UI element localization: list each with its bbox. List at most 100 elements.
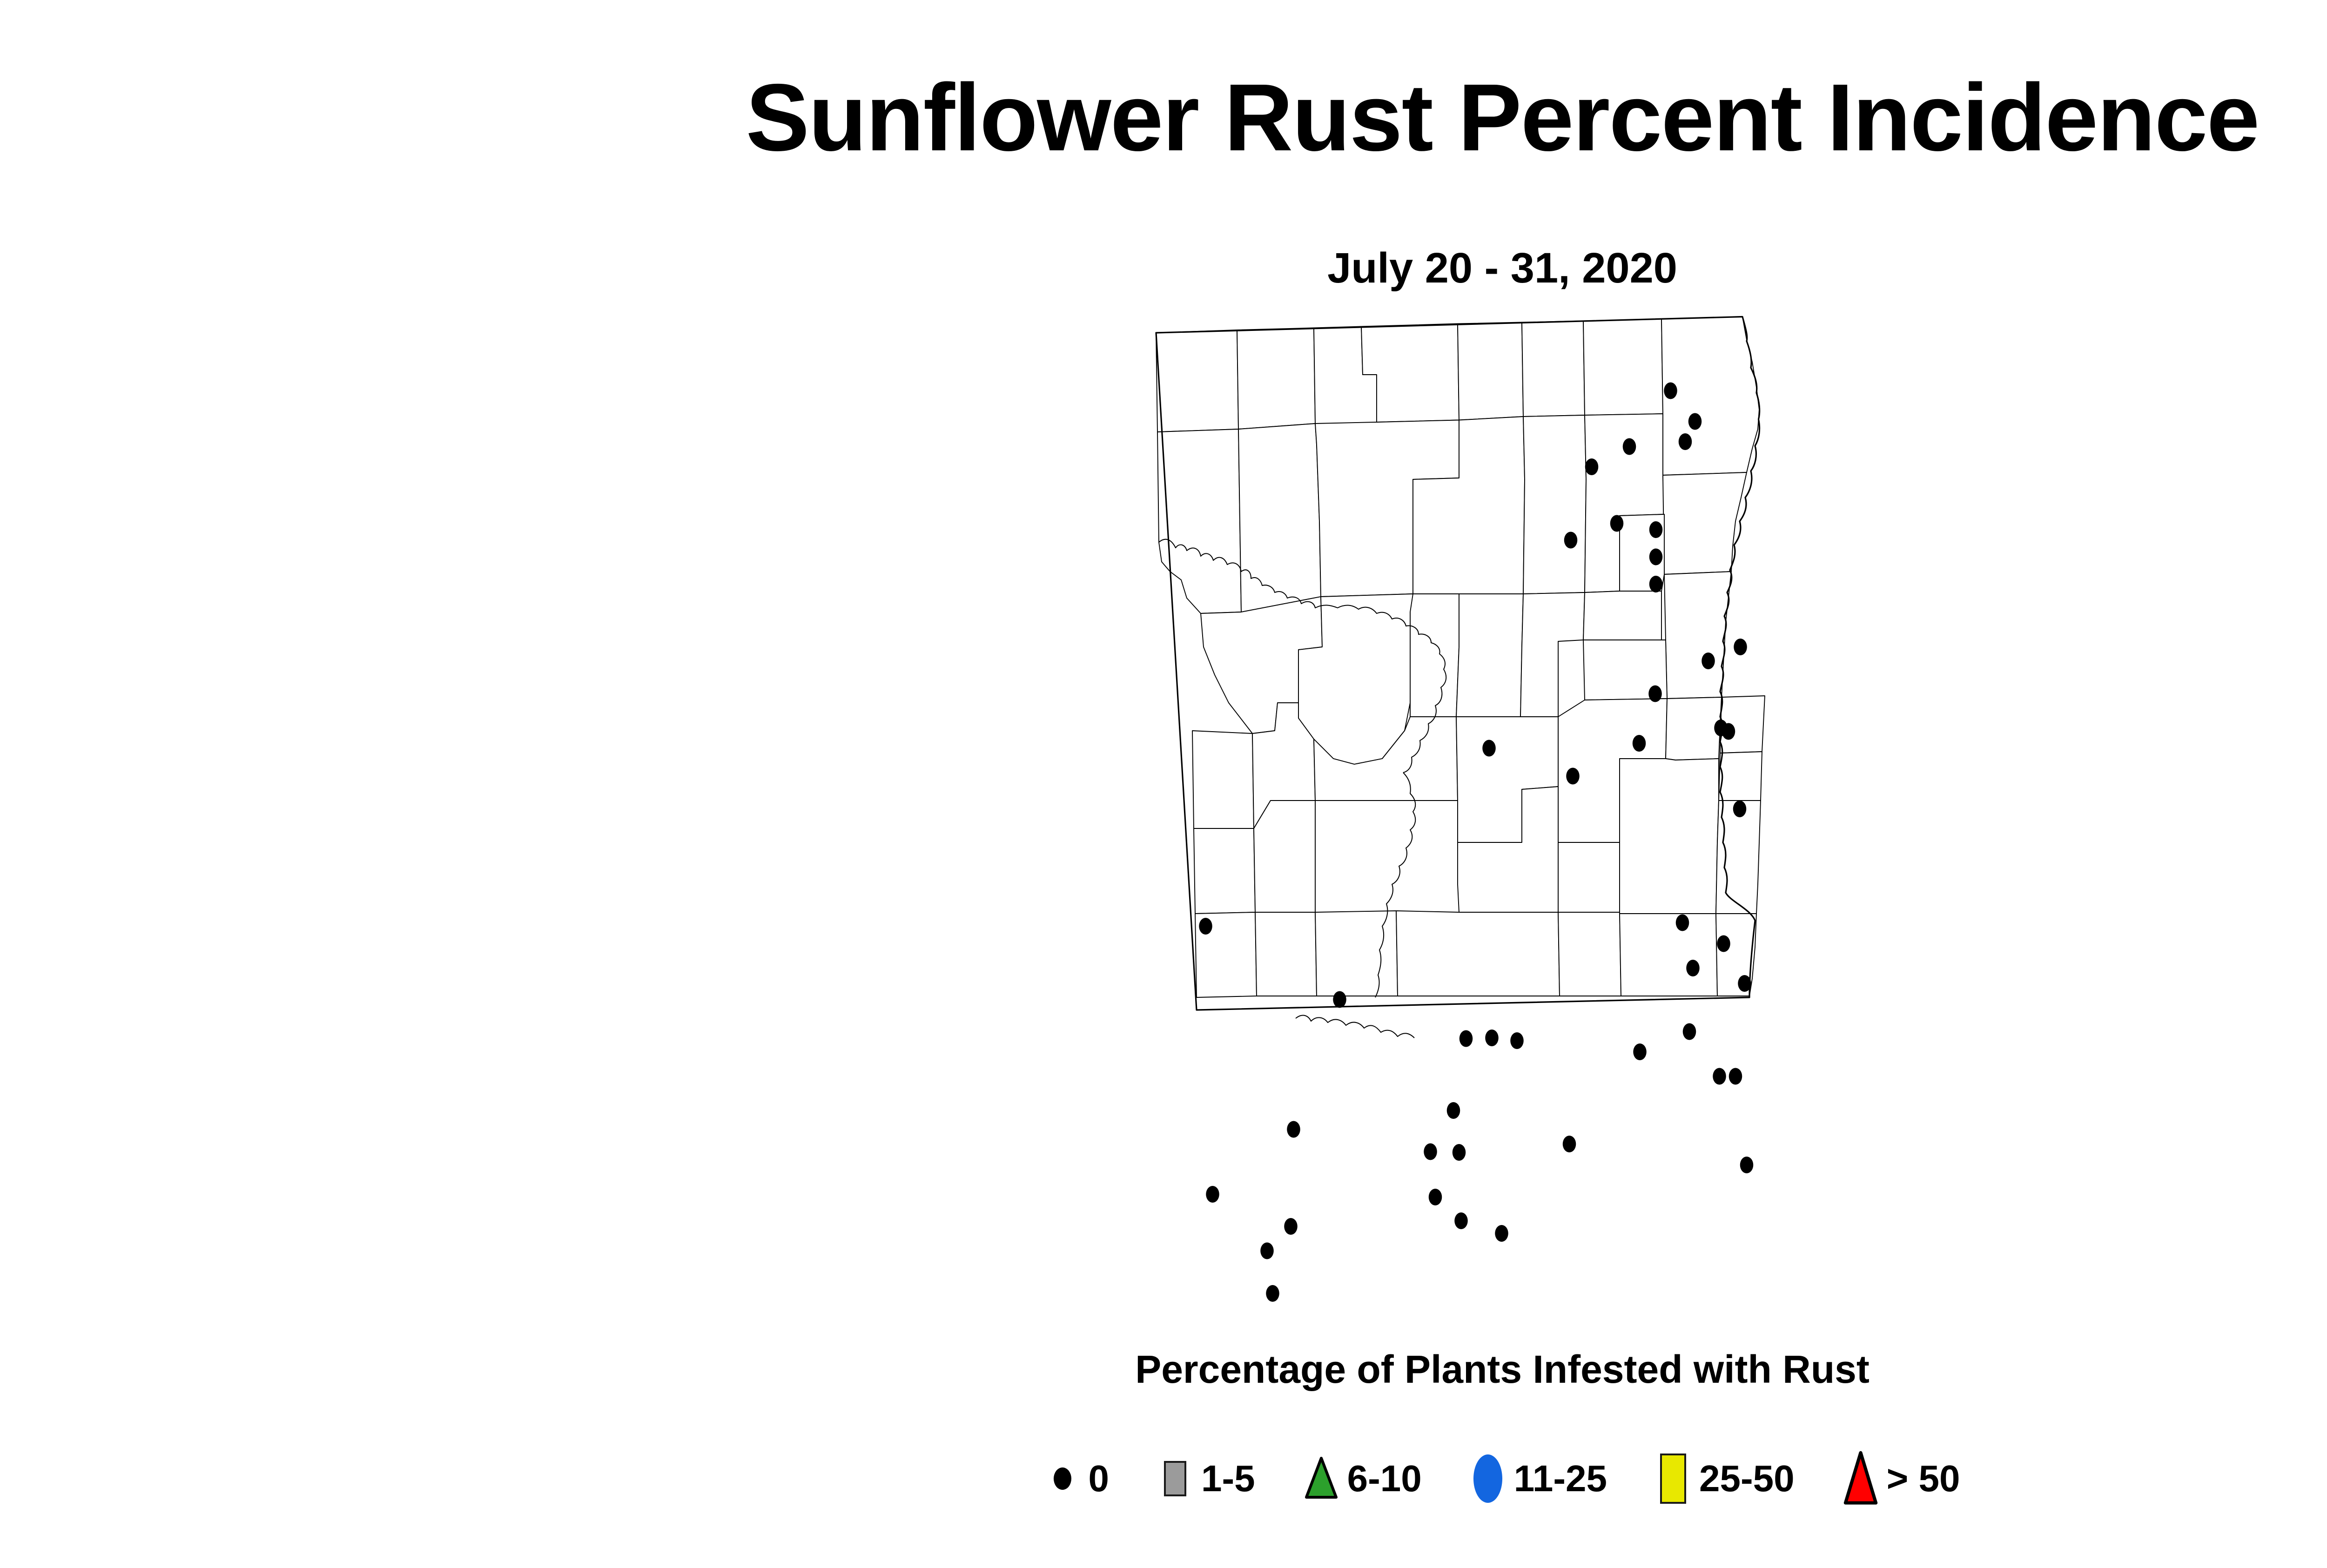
county-morton (1315, 801, 1459, 912)
legend-label-3: 11-25 (1513, 1458, 1607, 1499)
county-wells (1456, 594, 1523, 717)
county-williams (1157, 429, 1241, 613)
survey-point (1740, 1157, 1754, 1173)
survey-point (1622, 438, 1636, 455)
survey-point (1428, 1189, 1442, 1205)
missouri-river (1375, 773, 1415, 997)
survey-point (1738, 975, 1751, 992)
survey-point (1454, 1212, 1468, 1229)
county-divide (1156, 330, 1238, 432)
legend-item-5[interactable]: > 50 (1843, 1447, 1960, 1510)
county-hettinger (1255, 912, 1317, 996)
survey-point (1675, 914, 1689, 931)
survey-point (1713, 1068, 1726, 1085)
legend-label-2: 6-10 (1347, 1458, 1422, 1499)
survey-point (1632, 735, 1646, 752)
county-grant (1315, 911, 1398, 996)
county-golden-valley (1192, 731, 1254, 828)
county-emmons (1396, 911, 1560, 996)
river-layer (1159, 539, 1446, 1038)
page-title: Sunflower Rust Percent Incidence (746, 64, 2260, 171)
survey-point (1510, 1032, 1524, 1049)
survey-point (1633, 1043, 1647, 1060)
survey-point (1206, 1186, 1219, 1203)
county-eddy (1520, 592, 1585, 717)
legend-label-1: 1-5 (1201, 1458, 1255, 1499)
lake-sakakawea (1159, 539, 1446, 773)
survey-point (1199, 918, 1212, 935)
legend-item-0[interactable]: 0 (1045, 1457, 1110, 1500)
county-stutsman (1666, 697, 1722, 760)
cannonball-heart-tributary (1296, 1015, 1414, 1038)
survey-point (1688, 413, 1702, 430)
survey-point (1610, 515, 1624, 532)
survey-point (1459, 1030, 1473, 1047)
survey-point (1424, 1143, 1437, 1160)
survey-point (1585, 458, 1599, 475)
county-burke (1237, 328, 1315, 430)
square-gray-icon (1157, 1461, 1193, 1496)
dot-icon (1045, 1467, 1080, 1490)
survey-point (1649, 521, 1663, 538)
county-rolette (1458, 323, 1523, 420)
survey-point (1266, 1285, 1279, 1302)
county-cass (1716, 801, 1761, 914)
survey-point (1649, 576, 1663, 592)
triangle-red-icon (1843, 1447, 1878, 1510)
county-cavalier (1583, 319, 1663, 415)
page-subtitle: July 20 - 31, 2020 (1327, 244, 1677, 292)
survey-point (1485, 1030, 1499, 1046)
county-lamoure (1620, 759, 1719, 914)
survey-point (1678, 433, 1692, 450)
square-yellow-icon (1655, 1454, 1691, 1504)
county-grand-forks (1664, 572, 1731, 699)
north-dakota-county-map (642, 312, 2318, 1302)
county-sheridan (1410, 594, 1459, 717)
county-benson (1583, 591, 1661, 640)
county-mcintosh (1558, 912, 1621, 996)
survey-point (1733, 801, 1747, 817)
survey-point (1702, 653, 1715, 669)
survey-point (1482, 740, 1496, 757)
survey-point (1446, 1102, 1460, 1119)
legend-label-4: 25-50 (1699, 1458, 1795, 1499)
survey-point (1562, 1136, 1576, 1152)
nd-state-boundary (1156, 317, 1760, 1010)
county-stark (1254, 801, 1315, 912)
county-pembina (1661, 317, 1759, 476)
county-mountrail (1238, 424, 1321, 612)
map-container (642, 312, 2318, 1345)
survey-point (1734, 639, 1747, 655)
county-steele-e (1719, 752, 1762, 801)
survey-point (1664, 382, 1677, 399)
survey-point (1287, 1121, 1300, 1138)
legend-item-2[interactable]: 6-10 (1304, 1456, 1422, 1501)
legend-caption: Percentage of Plants Infested with Rust (1135, 1347, 1870, 1391)
county-slope (1194, 828, 1255, 914)
survey-point (1717, 935, 1730, 952)
triangle-green-icon (1304, 1456, 1339, 1501)
survey-point (1728, 1068, 1742, 1085)
survey-points-layer (1199, 382, 1754, 1302)
legend-item-4[interactable]: 25-50 (1655, 1454, 1795, 1504)
survey-point (1682, 1023, 1696, 1040)
ellipse-blue-icon (1470, 1454, 1506, 1503)
survey-point (1686, 960, 1700, 976)
legend-item-1[interactable]: 1-5 (1157, 1457, 1255, 1500)
legend-item-3[interactable]: 11-25 (1470, 1454, 1607, 1503)
legend-label-5: > 50 (1886, 1458, 1960, 1499)
county-logan (1558, 842, 1620, 912)
county-dickey (1620, 914, 1717, 996)
survey-point (1495, 1225, 1508, 1242)
county-nelson (1583, 640, 1667, 700)
survey-point (1333, 991, 1346, 1008)
survey-point (1648, 685, 1662, 702)
survey-point (1566, 767, 1580, 785)
survey-point (1564, 532, 1578, 549)
survey-point (1284, 1218, 1298, 1235)
legend-label-0: 0 (1088, 1458, 1110, 1499)
survey-point (1722, 723, 1735, 740)
survey-point (1260, 1242, 1274, 1259)
survey-point (1649, 548, 1663, 565)
survey-point (1452, 1144, 1466, 1161)
